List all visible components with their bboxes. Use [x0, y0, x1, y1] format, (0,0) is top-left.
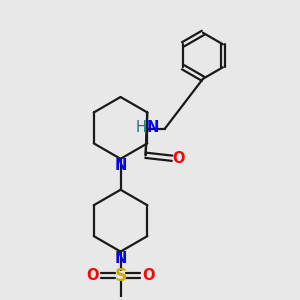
Text: N: N [114, 158, 127, 173]
Text: O: O [87, 268, 99, 283]
Text: N: N [114, 250, 127, 266]
Text: O: O [172, 151, 185, 166]
Text: N: N [146, 120, 158, 135]
Text: O: O [142, 268, 155, 283]
Text: H: H [135, 120, 146, 135]
Text: S: S [114, 267, 127, 285]
